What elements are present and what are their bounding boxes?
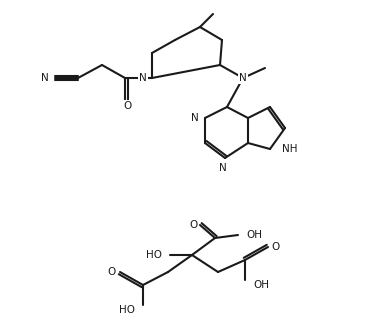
Text: NH: NH bbox=[282, 144, 298, 154]
Text: OH: OH bbox=[246, 230, 262, 240]
Text: O: O bbox=[271, 242, 279, 252]
Text: N: N bbox=[239, 73, 247, 83]
Text: N: N bbox=[41, 73, 49, 83]
Text: N: N bbox=[139, 73, 147, 83]
Text: O: O bbox=[123, 101, 131, 111]
Text: N: N bbox=[219, 163, 227, 173]
Text: O: O bbox=[189, 220, 197, 230]
Text: N: N bbox=[191, 113, 199, 123]
Text: O: O bbox=[108, 267, 116, 277]
Text: OH: OH bbox=[253, 280, 269, 290]
Text: HO: HO bbox=[119, 305, 135, 315]
Text: HO: HO bbox=[146, 250, 162, 260]
